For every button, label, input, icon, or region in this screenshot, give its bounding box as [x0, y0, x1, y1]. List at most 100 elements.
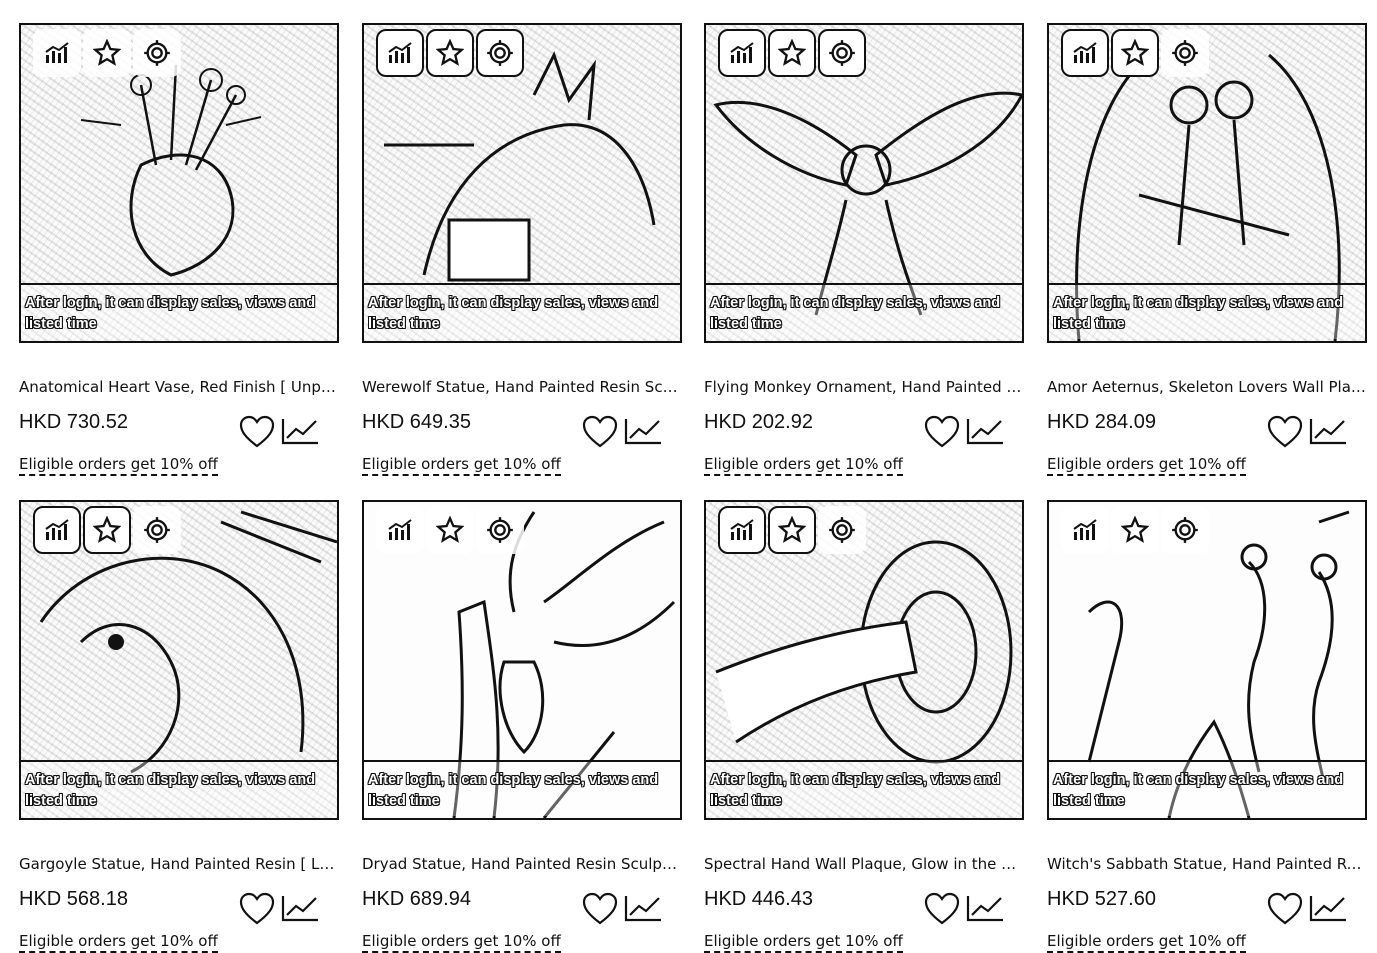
chart-bar-icon[interactable]: [376, 29, 424, 77]
target-icon[interactable]: [1161, 506, 1209, 554]
product-title[interactable]: Amor Aeternus, Skeleton Lovers Wall Plaq…: [1047, 378, 1367, 396]
star-icon[interactable]: [1111, 506, 1159, 554]
tool-buttons: [376, 506, 524, 554]
heart-icon[interactable]: [582, 892, 618, 926]
tool-buttons: [33, 506, 181, 554]
star-icon[interactable]: [83, 29, 131, 77]
heart-icon[interactable]: [239, 415, 275, 449]
overlay-text: After login, it can display sales, views…: [368, 772, 659, 809]
target-icon[interactable]: [818, 506, 866, 554]
star-icon[interactable]: [768, 506, 816, 554]
promo-link[interactable]: Eligible orders get 10% off: [362, 455, 561, 476]
promo-link[interactable]: Eligible orders get 10% off: [704, 932, 903, 953]
product-title[interactable]: Dryad Statue, Hand Painted Resin Sculptu…: [362, 855, 682, 873]
product-image[interactable]: After login, it can display sales, views…: [362, 500, 682, 820]
target-icon[interactable]: [476, 506, 524, 554]
product-title[interactable]: Anatomical Heart Vase, Red Finish [ Unpa…: [19, 378, 339, 396]
skeleton-lovers-illustration: [1075, 53, 1341, 341]
product-image[interactable]: After login, it can display sales, views…: [704, 23, 1024, 343]
chart-bar-icon[interactable]: [718, 29, 766, 77]
product-image[interactable]: After login, it can display sales, views…: [362, 23, 682, 343]
chart-bar-icon[interactable]: [1061, 506, 1109, 554]
target-icon[interactable]: [818, 29, 866, 77]
heart-vase-illustration: [80, 64, 262, 277]
overlay-text: After login, it can display sales, views…: [710, 295, 1001, 332]
product-price: HKD 446.43: [704, 888, 813, 910]
heart-icon[interactable]: [924, 415, 960, 449]
trend-line-icon[interactable]: [1309, 894, 1347, 922]
target-icon[interactable]: [133, 506, 181, 554]
target-icon[interactable]: [476, 29, 524, 77]
overlay-text: After login, it can display sales, views…: [1053, 772, 1344, 809]
flying-monkey-illustration: [713, 91, 1022, 316]
product-title[interactable]: Gargoyle Statue, Hand Painted Resin [ La…: [19, 855, 339, 873]
trend-line-icon[interactable]: [281, 417, 319, 445]
heart-icon[interactable]: [924, 892, 960, 926]
promo-link[interactable]: Eligible orders get 10% off: [1047, 932, 1246, 953]
promo-link[interactable]: Eligible orders get 10% off: [19, 932, 218, 953]
chart-bar-icon[interactable]: [376, 506, 424, 554]
login-overlay: After login, it can display sales, views…: [364, 283, 680, 339]
product-title[interactable]: Werewolf Statue, Hand Painted Resin Scul…: [362, 378, 682, 396]
login-overlay: After login, it can display sales, views…: [21, 760, 337, 816]
product-image[interactable]: After login, it can display sales, views…: [1047, 500, 1367, 820]
star-icon[interactable]: [83, 506, 131, 554]
trend-line-icon[interactable]: [966, 894, 1004, 922]
login-overlay: After login, it can display sales, views…: [1049, 760, 1365, 816]
product-title[interactable]: Spectral Hand Wall Plaque, Glow in the D…: [704, 855, 1024, 873]
product-image[interactable]: After login, it can display sales, views…: [19, 500, 339, 820]
product-image[interactable]: After login, it can display sales, views…: [704, 500, 1024, 820]
heart-icon[interactable]: [239, 892, 275, 926]
product-price: HKD 284.09: [1047, 411, 1156, 433]
star-icon[interactable]: [768, 29, 816, 77]
promo-link[interactable]: Eligible orders get 10% off: [362, 932, 561, 953]
heart-icon[interactable]: [1267, 892, 1303, 926]
promo-link[interactable]: Eligible orders get 10% off: [704, 455, 903, 476]
product-image[interactable]: After login, it can display sales, views…: [19, 23, 339, 343]
promo-link[interactable]: Eligible orders get 10% off: [19, 455, 218, 476]
overlay-text: After login, it can display sales, views…: [368, 295, 659, 332]
trend-line-icon[interactable]: [624, 417, 662, 445]
heart-icon[interactable]: [582, 415, 618, 449]
login-overlay: After login, it can display sales, views…: [1049, 283, 1365, 339]
werewolf-illustration: [384, 51, 656, 282]
product-price: HKD 202.92: [704, 411, 813, 433]
overlay-text: After login, it can display sales, views…: [710, 772, 1001, 809]
star-icon[interactable]: [1111, 29, 1159, 77]
tool-buttons: [718, 29, 866, 77]
product-title[interactable]: Witch's Sabbath Statue, Hand Painted Res…: [1047, 855, 1367, 873]
tool-buttons: [376, 29, 524, 77]
chart-bar-icon[interactable]: [33, 29, 81, 77]
product-price: HKD 689.94: [362, 888, 471, 910]
login-overlay: After login, it can display sales, views…: [706, 283, 1022, 339]
target-icon[interactable]: [1161, 29, 1209, 77]
chart-bar-icon[interactable]: [1061, 29, 1109, 77]
product-price: HKD 568.18: [19, 888, 128, 910]
product-price: HKD 527.60: [1047, 888, 1156, 910]
overlay-text: After login, it can display sales, views…: [25, 772, 316, 809]
product-price: HKD 730.52: [19, 411, 128, 433]
chart-bar-icon[interactable]: [33, 506, 81, 554]
trend-line-icon[interactable]: [624, 894, 662, 922]
tool-buttons: [1061, 29, 1209, 77]
login-overlay: After login, it can display sales, views…: [364, 760, 680, 816]
star-icon[interactable]: [426, 29, 474, 77]
tool-buttons: [33, 29, 181, 77]
product-image[interactable]: After login, it can display sales, views…: [1047, 23, 1367, 343]
chart-bar-icon[interactable]: [718, 506, 766, 554]
witches-sabbath-illustration: [1087, 510, 1350, 818]
login-overlay: After login, it can display sales, views…: [706, 760, 1022, 816]
trend-line-icon[interactable]: [966, 417, 1004, 445]
target-icon[interactable]: [133, 29, 181, 77]
trend-line-icon[interactable]: [1309, 417, 1347, 445]
promo-link[interactable]: Eligible orders get 10% off: [1047, 455, 1246, 476]
overlay-text: After login, it can display sales, views…: [25, 295, 316, 332]
login-overlay: After login, it can display sales, views…: [21, 283, 337, 339]
heart-icon[interactable]: [1267, 415, 1303, 449]
product-title[interactable]: Flying Monkey Ornament, Hand Painted Res…: [704, 378, 1024, 396]
trend-line-icon[interactable]: [281, 894, 319, 922]
dryad-illustration: [452, 511, 676, 818]
spectral-hand-illustration: [715, 540, 1013, 764]
gargoyle-illustration: [39, 510, 337, 774]
star-icon[interactable]: [426, 506, 474, 554]
